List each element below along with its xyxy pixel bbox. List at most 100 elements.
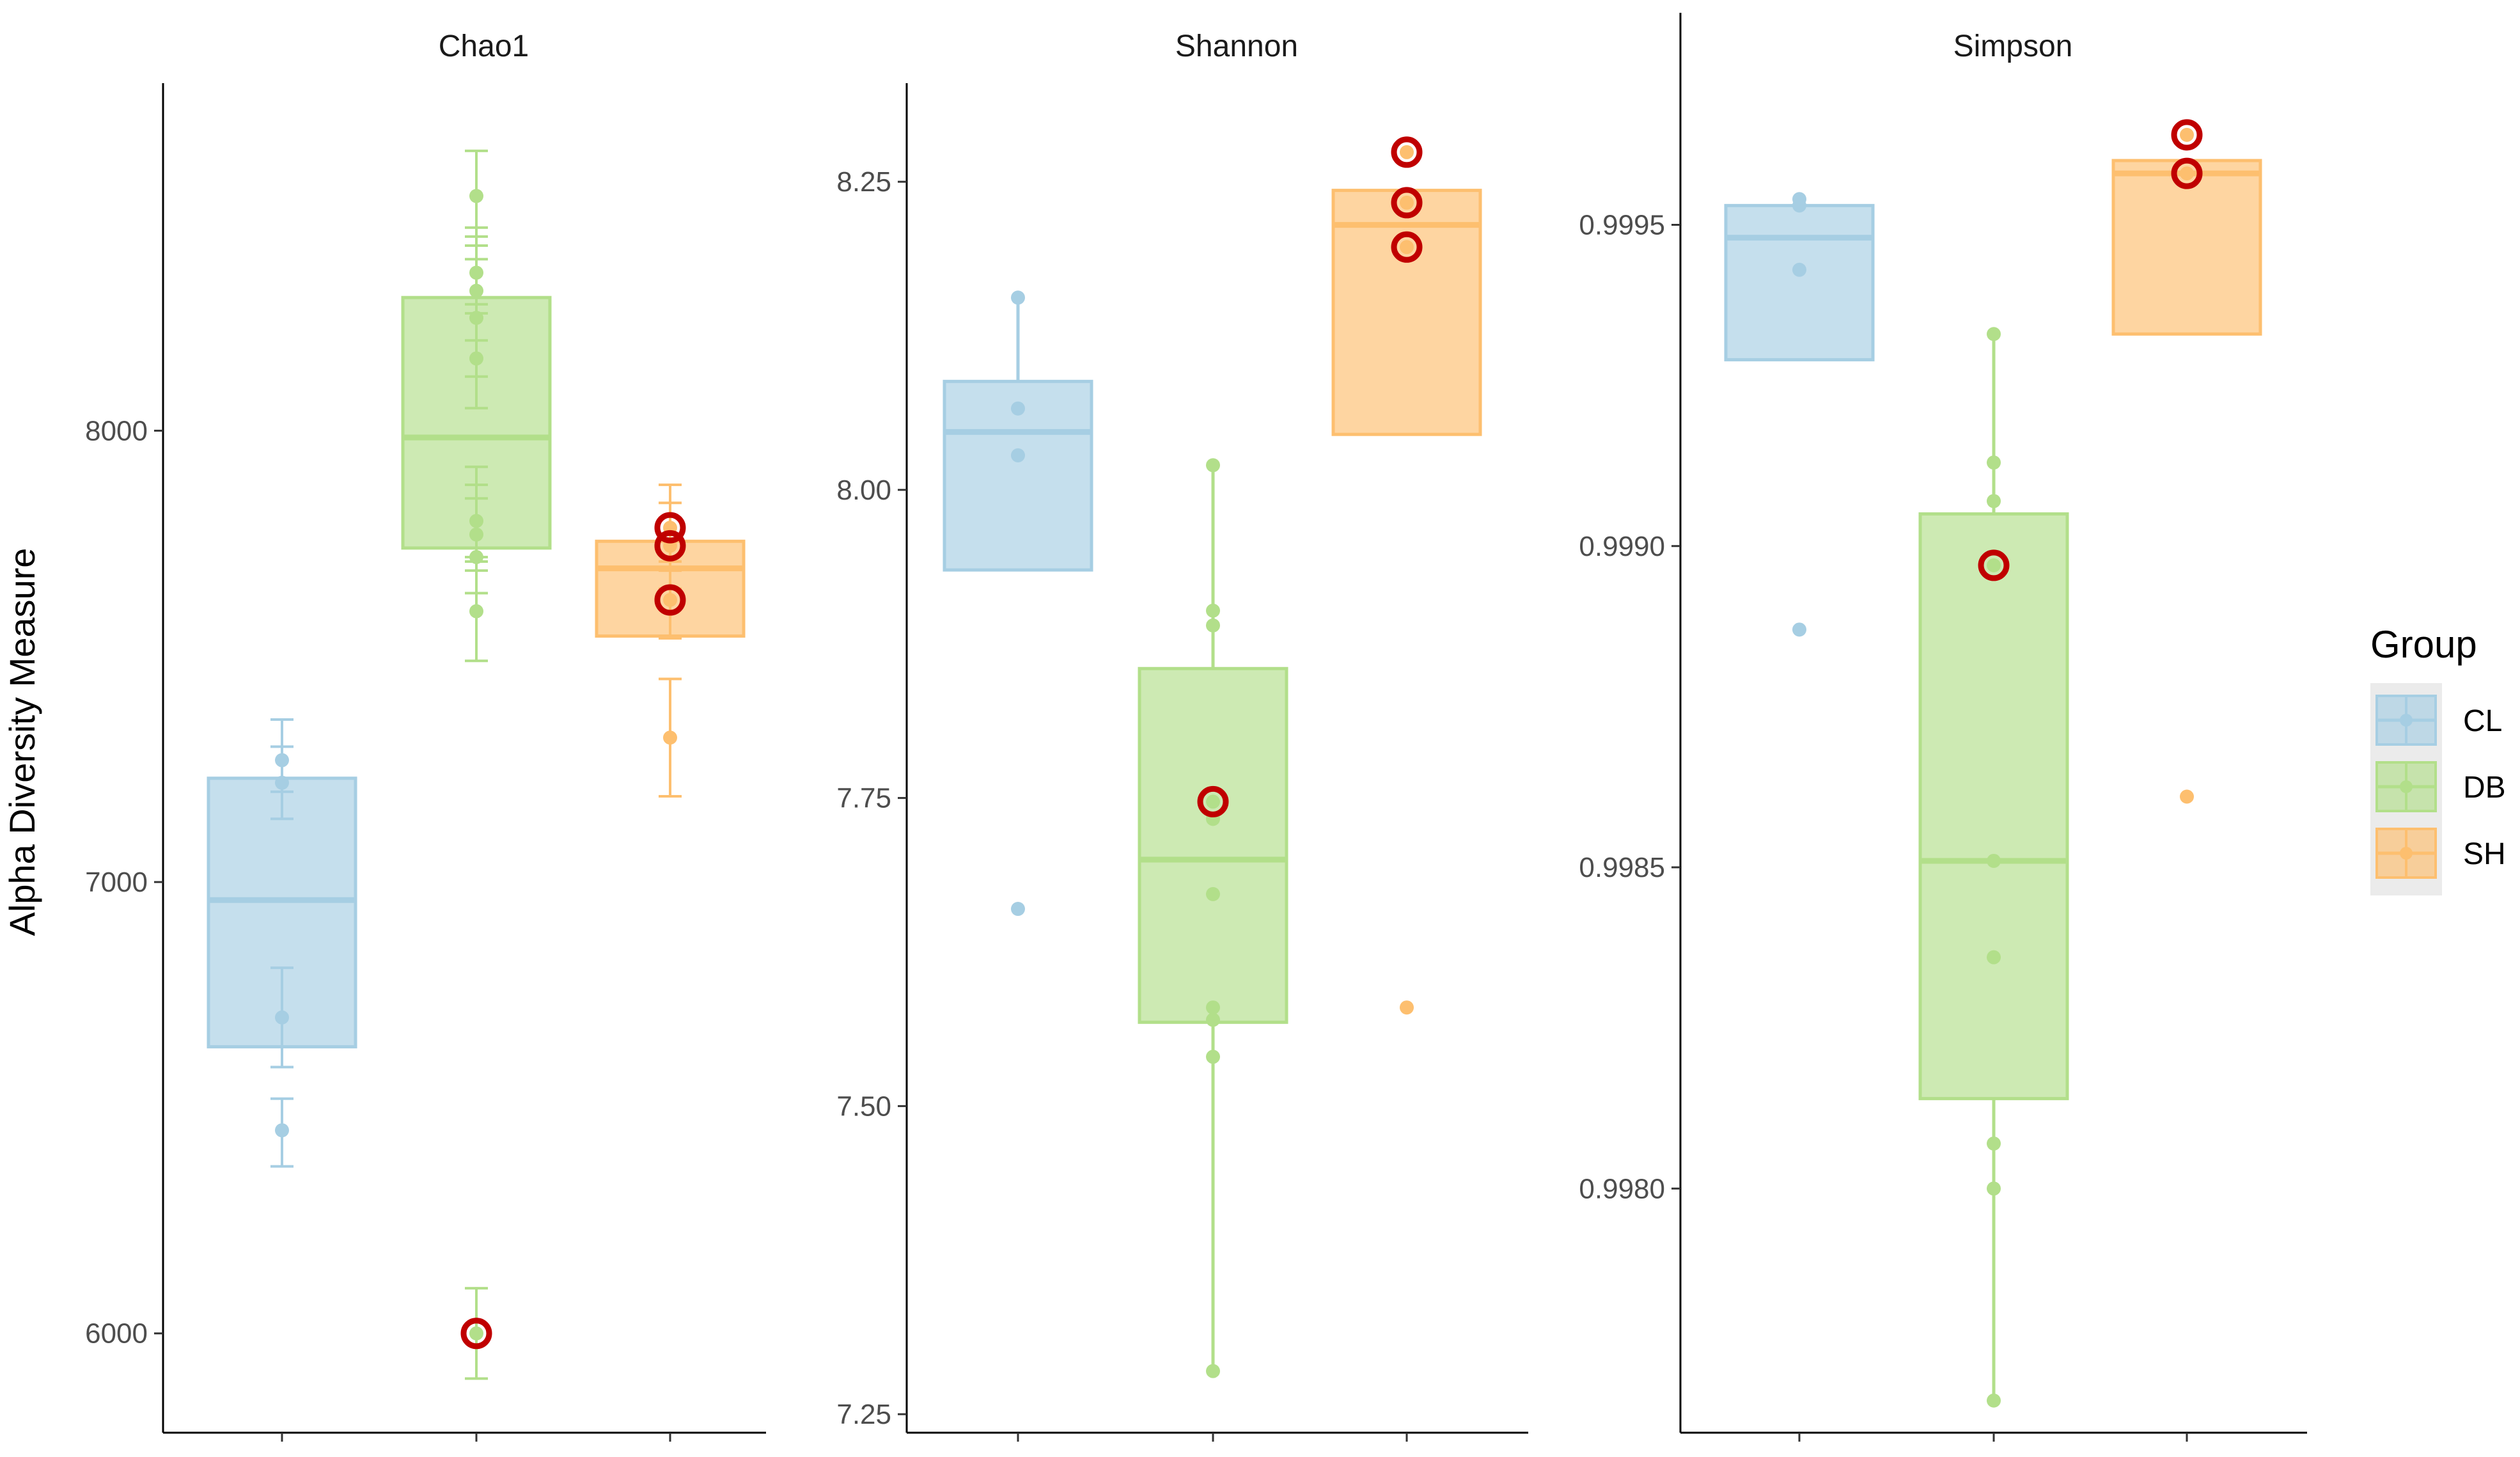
- data-point: [1792, 262, 1806, 277]
- highlighted-point: [1391, 136, 1423, 168]
- data-point: [469, 283, 483, 298]
- data-point: [2180, 127, 2194, 142]
- legend-swatch-point: [2400, 780, 2413, 793]
- highlighted-point: [654, 530, 686, 562]
- data-point: [1987, 558, 2001, 572]
- legend-label: SH: [2463, 837, 2506, 871]
- legend-entry-db: DB: [2375, 761, 2506, 812]
- group-db: [401, 149, 552, 1380]
- data-point: [1987, 1136, 2001, 1151]
- highlighted-point: [654, 584, 686, 616]
- box: [2111, 159, 2262, 336]
- data-point: [1792, 622, 1806, 637]
- y-tick-label: 0.9995: [1579, 209, 1665, 240]
- data-point: [1011, 902, 1025, 917]
- data-point: [1011, 448, 1025, 462]
- data-point: [469, 514, 483, 528]
- data-point: [663, 730, 677, 745]
- data-point: [1206, 618, 1220, 633]
- data-point: [663, 593, 677, 608]
- data-point: [1206, 1364, 1220, 1378]
- y-tick-label: 0.9980: [1579, 1173, 1665, 1204]
- data-point: [1987, 1393, 2001, 1408]
- panel-title: Chao1: [439, 29, 529, 63]
- group-cl: [207, 718, 357, 1168]
- data-point: [1206, 1050, 1220, 1064]
- data-point: [275, 1010, 289, 1025]
- y-tick-label: 8000: [85, 415, 148, 446]
- box: [207, 776, 357, 1049]
- data-point: [1206, 458, 1220, 473]
- panel-simpson: Simpson 0.9980 0.9985 0.9990 0.9995: [1579, 13, 2307, 1442]
- box: [401, 295, 552, 550]
- legend-entry-cl: CL: [2375, 695, 2502, 746]
- legend-entry-sh: SH: [2375, 828, 2506, 879]
- data-point: [1206, 886, 1220, 901]
- y-tick-label: 0.9990: [1579, 531, 1665, 562]
- data-point: [469, 310, 483, 325]
- data-point: [469, 1326, 483, 1341]
- highlighted-point: [2171, 119, 2203, 151]
- panel-title: Shannon: [1175, 29, 1298, 63]
- y-tick-label: 8.00: [836, 475, 891, 506]
- y-axis-title: Alpha Diversity Measure: [2, 548, 42, 936]
- highlighted-point: [1978, 549, 2010, 581]
- box: [1331, 189, 1482, 436]
- data-point: [1206, 1012, 1220, 1027]
- y-tick-label: 7.25: [836, 1399, 891, 1430]
- legend-swatch-point: [2400, 714, 2413, 727]
- data-point: [469, 527, 483, 542]
- highlighted-point: [460, 1318, 492, 1350]
- data-point: [1987, 1181, 2001, 1196]
- group-cl: [1724, 192, 1875, 637]
- data-point: [1400, 1000, 1414, 1015]
- box: [1138, 666, 1288, 1024]
- group-sh: [1331, 136, 1482, 1015]
- legend: Group CL DB SH: [2370, 623, 2506, 895]
- data-point: [469, 351, 483, 366]
- data-point: [1400, 195, 1414, 210]
- data-point: [469, 265, 483, 280]
- data-point: [469, 549, 483, 564]
- data-point: [275, 753, 289, 768]
- group-db: [1138, 458, 1288, 1378]
- data-point: [1987, 455, 2001, 470]
- data-point: [1987, 950, 2001, 965]
- data-point: [1400, 145, 1414, 159]
- data-point: [469, 189, 483, 203]
- legend-label: CL: [2463, 704, 2502, 738]
- data-point: [275, 1123, 289, 1138]
- panel-title: Simpson: [1953, 29, 2073, 63]
- data-point: [1011, 401, 1025, 416]
- highlighted-point: [1391, 187, 1423, 219]
- group-cl: [943, 290, 1093, 917]
- group-sh: [2111, 119, 2262, 804]
- data-point: [1987, 327, 2001, 342]
- legend-swatch-point: [2400, 847, 2413, 860]
- legend-label: DB: [2463, 771, 2506, 805]
- box: [1918, 512, 2069, 1101]
- highlighted-point: [1197, 785, 1229, 817]
- legend-title: Group: [2370, 623, 2477, 666]
- data-point: [1011, 290, 1025, 305]
- y-tick-label: 7.50: [836, 1091, 891, 1122]
- data-point: [1987, 494, 2001, 508]
- panel-chao1: Chao1 6000 7000 8000: [85, 29, 766, 1442]
- group-db: [1918, 327, 2069, 1408]
- box: [1724, 203, 1875, 361]
- data-point: [469, 604, 483, 618]
- y-tick-label: 7000: [85, 867, 148, 898]
- group-sh: [595, 484, 746, 798]
- y-tick-label: 0.9985: [1579, 852, 1665, 883]
- data-point: [1987, 853, 2001, 868]
- highlighted-point: [2171, 157, 2203, 189]
- data-point: [2180, 166, 2194, 181]
- data-point: [1400, 240, 1414, 255]
- data-point: [1206, 1000, 1220, 1015]
- y-tick-label: 6000: [85, 1318, 148, 1350]
- data-point: [2180, 789, 2194, 804]
- data-point: [1206, 794, 1220, 809]
- highlighted-point: [1391, 231, 1423, 263]
- panel-shannon: Shannon 7.25 7.50 7.75 8.00 8.25: [836, 29, 1528, 1442]
